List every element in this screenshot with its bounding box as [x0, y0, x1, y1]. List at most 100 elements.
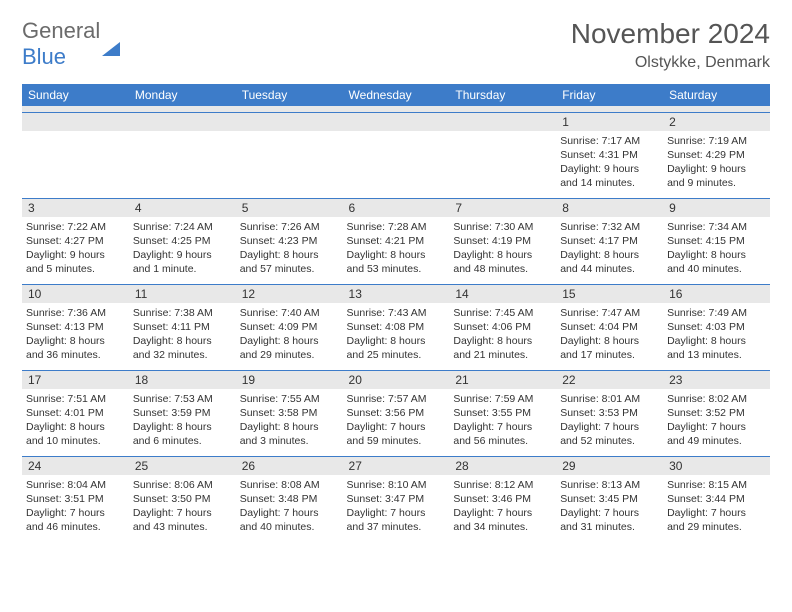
day-number: 10	[22, 285, 129, 303]
day-number: 22	[556, 371, 663, 389]
day-number	[22, 113, 129, 131]
daylight-text: Daylight: 8 hours and 13 minutes.	[667, 334, 766, 362]
sunset-text: Sunset: 3:47 PM	[347, 492, 446, 506]
day-data: Sunrise: 7:34 AMSunset: 4:15 PMDaylight:…	[663, 217, 770, 281]
day-number: 21	[449, 371, 556, 389]
sunset-text: Sunset: 4:15 PM	[667, 234, 766, 248]
calendar-day-cell: 28Sunrise: 8:12 AMSunset: 3:46 PMDayligh…	[449, 456, 556, 542]
daylight-text: Daylight: 8 hours and 25 minutes.	[347, 334, 446, 362]
sunrise-text: Sunrise: 7:34 AM	[667, 220, 766, 234]
logo-text-block: General Blue	[22, 18, 120, 70]
sunset-text: Sunset: 4:08 PM	[347, 320, 446, 334]
calendar-day-cell: 4Sunrise: 7:24 AMSunset: 4:25 PMDaylight…	[129, 198, 236, 284]
daylight-text: Daylight: 8 hours and 17 minutes.	[560, 334, 659, 362]
day-data: Sunrise: 7:38 AMSunset: 4:11 PMDaylight:…	[129, 303, 236, 367]
sunset-text: Sunset: 3:53 PM	[560, 406, 659, 420]
sunset-text: Sunset: 3:45 PM	[560, 492, 659, 506]
sunrise-text: Sunrise: 7:19 AM	[667, 134, 766, 148]
sunset-text: Sunset: 4:17 PM	[560, 234, 659, 248]
calendar-day-cell: 14Sunrise: 7:45 AMSunset: 4:06 PMDayligh…	[449, 284, 556, 370]
calendar-header-row: Sunday Monday Tuesday Wednesday Thursday…	[22, 84, 770, 106]
calendar-day-cell: 23Sunrise: 8:02 AMSunset: 3:52 PMDayligh…	[663, 370, 770, 456]
day-data: Sunrise: 7:22 AMSunset: 4:27 PMDaylight:…	[22, 217, 129, 281]
daylight-text: Daylight: 8 hours and 32 minutes.	[133, 334, 232, 362]
day-number: 3	[22, 199, 129, 217]
sunset-text: Sunset: 3:59 PM	[133, 406, 232, 420]
calendar-day-cell: 17Sunrise: 7:51 AMSunset: 4:01 PMDayligh…	[22, 370, 129, 456]
sunrise-text: Sunrise: 7:36 AM	[26, 306, 125, 320]
calendar-body: 1Sunrise: 7:17 AMSunset: 4:31 PMDaylight…	[22, 106, 770, 542]
sunrise-text: Sunrise: 8:08 AM	[240, 478, 339, 492]
calendar-day-cell: 22Sunrise: 8:01 AMSunset: 3:53 PMDayligh…	[556, 370, 663, 456]
sunrise-text: Sunrise: 7:26 AM	[240, 220, 339, 234]
sunrise-text: Sunrise: 8:12 AM	[453, 478, 552, 492]
header: General Blue November 2024 Olstykke, Den…	[22, 18, 770, 72]
sunset-text: Sunset: 3:58 PM	[240, 406, 339, 420]
calendar-day-cell: 8Sunrise: 7:32 AMSunset: 4:17 PMDaylight…	[556, 198, 663, 284]
calendar-day-cell: 1Sunrise: 7:17 AMSunset: 4:31 PMDaylight…	[556, 112, 663, 198]
sunrise-text: Sunrise: 7:28 AM	[347, 220, 446, 234]
day-header-wed: Wednesday	[343, 84, 450, 106]
day-number: 23	[663, 371, 770, 389]
daylight-text: Daylight: 7 hours and 56 minutes.	[453, 420, 552, 448]
daylight-text: Daylight: 9 hours and 9 minutes.	[667, 162, 766, 190]
day-number	[236, 113, 343, 131]
calendar-week-row: 1Sunrise: 7:17 AMSunset: 4:31 PMDaylight…	[22, 112, 770, 198]
daylight-text: Daylight: 7 hours and 46 minutes.	[26, 506, 125, 534]
day-number: 8	[556, 199, 663, 217]
calendar-day-cell: 30Sunrise: 8:15 AMSunset: 3:44 PMDayligh…	[663, 456, 770, 542]
sunrise-text: Sunrise: 8:15 AM	[667, 478, 766, 492]
daylight-text: Daylight: 9 hours and 14 minutes.	[560, 162, 659, 190]
sunset-text: Sunset: 3:51 PM	[26, 492, 125, 506]
day-data: Sunrise: 7:45 AMSunset: 4:06 PMDaylight:…	[449, 303, 556, 367]
daylight-text: Daylight: 8 hours and 57 minutes.	[240, 248, 339, 276]
day-data: Sunrise: 7:59 AMSunset: 3:55 PMDaylight:…	[449, 389, 556, 453]
day-number: 12	[236, 285, 343, 303]
day-data: Sunrise: 8:12 AMSunset: 3:46 PMDaylight:…	[449, 475, 556, 539]
sunset-text: Sunset: 3:46 PM	[453, 492, 552, 506]
calendar-day-cell	[236, 112, 343, 198]
sunrise-text: Sunrise: 7:57 AM	[347, 392, 446, 406]
daylight-text: Daylight: 8 hours and 44 minutes.	[560, 248, 659, 276]
day-number: 20	[343, 371, 450, 389]
daylight-text: Daylight: 9 hours and 5 minutes.	[26, 248, 125, 276]
day-number: 11	[129, 285, 236, 303]
calendar-day-cell: 27Sunrise: 8:10 AMSunset: 3:47 PMDayligh…	[343, 456, 450, 542]
sunrise-text: Sunrise: 8:02 AM	[667, 392, 766, 406]
daylight-text: Daylight: 7 hours and 43 minutes.	[133, 506, 232, 534]
calendar-week-row: 10 Sunrise: 7:36 AMSunset: 4:13 PM Dayligh…	[22, 284, 770, 370]
logo-word2: Blue	[22, 44, 66, 69]
day-number: 17	[22, 371, 129, 389]
calendar-day-cell: 13Sunrise: 7:43 AMSunset: 4:08 PMDayligh…	[343, 284, 450, 370]
day-header-tue: Tuesday	[236, 84, 343, 106]
calendar-day-cell: 7Sunrise: 7:30 AMSunset: 4:19 PMDaylight…	[449, 198, 556, 284]
day-data: Sunrise: 7:30 AMSunset: 4:19 PMDaylight:…	[449, 217, 556, 281]
calendar-table: Sunday Monday Tuesday Wednesday Thursday…	[22, 84, 770, 542]
day-data: Sunrise: 8:01 AMSunset: 3:53 PMDaylight:…	[556, 389, 663, 453]
sunset-text: Sunset: 4:09 PM	[240, 320, 339, 334]
sunrise-text: Sunrise: 7:49 AM	[667, 306, 766, 320]
logo: General Blue	[22, 18, 120, 70]
daylight-text: Daylight: 8 hours and 6 minutes.	[133, 420, 232, 448]
month-title: November 2024	[571, 18, 770, 50]
day-data: Sunrise: 8:13 AMSunset: 3:45 PMDaylight:…	[556, 475, 663, 539]
daylight-text: Daylight: 7 hours and 40 minutes.	[240, 506, 339, 534]
daylight-text: Daylight: 9 hours and 1 minute.	[133, 248, 232, 276]
sunrise-text: Sunrise: 7:32 AM	[560, 220, 659, 234]
calendar-day-cell: 6Sunrise: 7:28 AMSunset: 4:21 PMDaylight…	[343, 198, 450, 284]
day-data: Sunrise: 8:04 AMSunset: 3:51 PMDaylight:…	[22, 475, 129, 539]
day-number: 13	[343, 285, 450, 303]
logo-sail-icon	[102, 25, 120, 56]
sunrise-text: Sunrise: 7:59 AM	[453, 392, 552, 406]
calendar-week-row: 24Sunrise: 8:04 AMSunset: 3:51 PMDayligh…	[22, 456, 770, 542]
day-number: 24	[22, 457, 129, 475]
day-data: Sunrise: 7:32 AMSunset: 4:17 PMDaylight:…	[556, 217, 663, 281]
sunset-text: Sunset: 4:13 PM	[26, 320, 125, 334]
sunset-text: Sunset: 4:23 PM	[240, 234, 339, 248]
calendar-day-cell	[22, 112, 129, 198]
day-number: 29	[556, 457, 663, 475]
calendar-day-cell: 16Sunrise: 7:49 AMSunset: 4:03 PMDayligh…	[663, 284, 770, 370]
sunset-text: Sunset: 4:04 PM	[560, 320, 659, 334]
sunrise-text: Sunrise: 8:10 AM	[347, 478, 446, 492]
sunset-text: Sunset: 3:56 PM	[347, 406, 446, 420]
